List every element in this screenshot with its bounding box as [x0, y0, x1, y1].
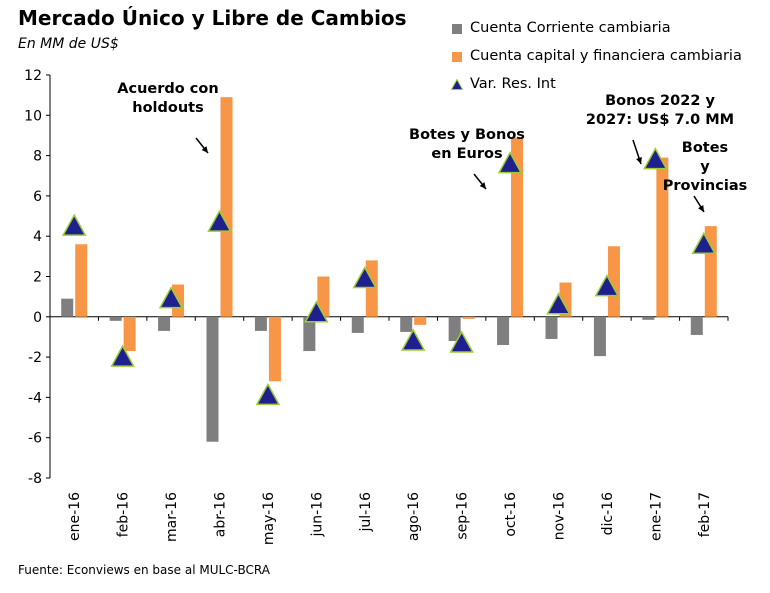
- bar-cuenta-corriente: [690, 316, 703, 335]
- marker-var-res-int: [691, 231, 717, 255]
- annotation-label: Botes y Bonos: [409, 127, 525, 143]
- x-tick-label: sep-16: [455, 492, 471, 540]
- legend-label: Cuenta capital y financiera cambiaria: [470, 48, 742, 64]
- marker-var-res-int: [352, 265, 378, 289]
- y-tick-label: -8: [28, 471, 42, 487]
- legend-label: Cuenta Corriente cambiaria: [470, 20, 671, 36]
- annotation-label: holdouts: [132, 100, 203, 116]
- annotation-arrowhead: [201, 146, 208, 153]
- annotation-arrowhead: [698, 205, 704, 212]
- bar-cuenta-capital: [220, 97, 233, 317]
- chart-subtitle: En MM de US$: [18, 36, 119, 52]
- y-tick-label: -4: [28, 390, 42, 406]
- marker-var-res-int: [400, 328, 426, 351]
- source-note: Fuente: Econviews en base al MULC-BCRA: [18, 563, 270, 577]
- bar-cuenta-corriente: [545, 316, 558, 339]
- y-tick-label: -2: [28, 350, 42, 366]
- y-tick-label: 6: [33, 189, 42, 205]
- y-tick-label: 0: [33, 310, 42, 326]
- marker-var-res-int: [255, 382, 281, 406]
- annotation-label: Provincias: [663, 178, 747, 194]
- x-tick-label: oct-16: [503, 492, 519, 537]
- bar-cuenta-capital: [268, 316, 281, 382]
- marker-var-res-int: [158, 286, 184, 309]
- marker-var-res-int: [304, 300, 329, 323]
- marker-var-res-int: [546, 292, 571, 315]
- y-tick-label: 8: [33, 149, 42, 165]
- annotation-label: en Euros: [431, 146, 502, 162]
- bar-cuenta-capital: [607, 246, 620, 317]
- x-tick-label: may-16: [261, 492, 277, 545]
- x-tick-label: ago-16: [406, 492, 422, 541]
- bar-cuenta-capital: [656, 157, 669, 317]
- x-tick-label: ene-16: [67, 492, 83, 541]
- bar-cuenta-corriente: [497, 316, 510, 346]
- marker-var-res-int: [110, 344, 135, 367]
- x-tick-label: abr-16: [213, 492, 229, 537]
- marker-var-res-int: [449, 330, 474, 353]
- annotation-arrowhead: [636, 157, 642, 164]
- annotation-label: Bonos 2022 y: [605, 93, 715, 109]
- bar-cuenta-corriente: [109, 316, 122, 321]
- annotation-label: y: [700, 159, 710, 175]
- legend-swatch-orange: [452, 52, 462, 62]
- y-tick-label: 2: [33, 270, 42, 286]
- bar-cuenta-corriente: [303, 316, 316, 352]
- marker-var-res-int: [61, 213, 87, 236]
- triangle-icon: [451, 79, 463, 90]
- y-tick-label: -6: [28, 431, 42, 447]
- annotation-arrowhead: [479, 182, 486, 189]
- annotation-label: Acuerdo con: [117, 81, 218, 97]
- legend-swatch-gray: [452, 24, 462, 34]
- bar-cuenta-capital: [511, 137, 524, 317]
- bar-cuenta-corriente: [206, 316, 219, 442]
- y-tick-label: 12: [24, 68, 42, 84]
- x-tick-label: ene-17: [648, 492, 664, 541]
- bar-cuenta-corriente: [642, 316, 655, 320]
- marker-var-res-int: [643, 147, 668, 170]
- bar-cuenta-capital: [462, 316, 475, 319]
- marker-var-res-int: [497, 151, 523, 174]
- bar-cuenta-corriente: [61, 298, 74, 317]
- bar-cuenta-capital: [365, 260, 378, 317]
- marker-var-res-int: [594, 274, 620, 297]
- bar-cuenta-corriente: [158, 316, 171, 331]
- bar-cuenta-corriente: [448, 316, 461, 341]
- bar-cuenta-corriente: [400, 316, 413, 332]
- x-tick-label: feb-17: [697, 492, 713, 537]
- x-tick-label: jul-16: [358, 492, 374, 533]
- bar-cuenta-corriente: [351, 316, 364, 333]
- bar-cuenta-corriente: [254, 316, 267, 331]
- x-tick-label: nov-16: [552, 492, 568, 540]
- marker-var-res-int: [207, 209, 232, 232]
- bar-cuenta-capital: [414, 316, 427, 325]
- x-tick-label: mar-16: [164, 492, 180, 542]
- x-tick-label: jun-16: [309, 492, 325, 538]
- legend-label: Var. Res. Int: [470, 76, 556, 92]
- bar-cuenta-capital: [317, 276, 330, 317]
- x-tick-label: dic-16: [600, 492, 616, 535]
- chart-title: Mercado Único y Libre de Cambios: [18, 6, 407, 30]
- bar-cuenta-corriente: [593, 316, 606, 357]
- bar-cuenta-capital: [123, 316, 136, 352]
- bar-cuenta-capital: [75, 244, 88, 317]
- annotation-label: 2027: US$ 7.0 MM: [586, 112, 734, 128]
- y-tick-label: 4: [33, 229, 42, 245]
- annotation-label: Botes: [682, 140, 728, 156]
- x-tick-label: feb-16: [116, 492, 132, 537]
- y-tick-label: 10: [24, 108, 42, 124]
